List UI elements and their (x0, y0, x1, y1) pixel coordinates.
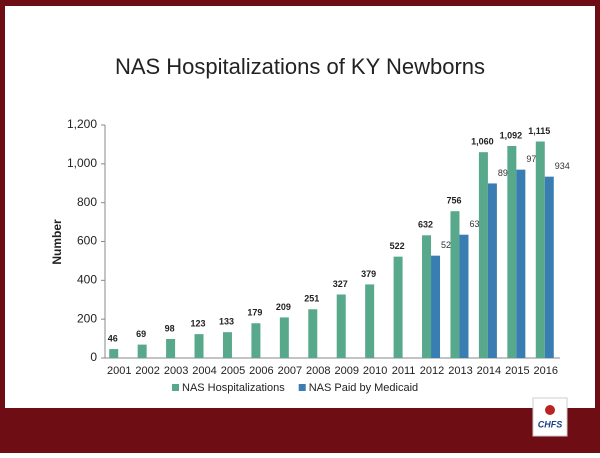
bar (450, 211, 460, 358)
data-label: 756 (446, 196, 461, 206)
data-label: 899 (498, 168, 513, 178)
x-tick-label: 2008 (306, 365, 330, 377)
data-label: 522 (390, 241, 405, 251)
x-tick-label: 2007 (278, 365, 302, 377)
y-tick-label: 400 (77, 273, 97, 287)
y-tick-label: 1,200 (67, 117, 97, 131)
x-tick-label: 2015 (505, 365, 529, 377)
bar (535, 141, 545, 358)
bar (487, 183, 497, 358)
bar (459, 234, 469, 358)
bar (109, 349, 119, 358)
x-tick-label: 2009 (334, 365, 358, 377)
x-tick-label: 2005 (221, 365, 245, 377)
legend-label: NAS Hospitalizations (182, 382, 285, 394)
x-tick-label: 2013 (448, 365, 472, 377)
bar (544, 176, 554, 358)
bar (516, 169, 526, 358)
bar (222, 332, 232, 358)
bar (507, 145, 517, 358)
bar (478, 152, 488, 358)
legend-swatch (298, 384, 306, 391)
data-label: 1,115 (528, 126, 550, 136)
y-tick-label: 600 (77, 234, 97, 248)
bar (393, 256, 403, 358)
chart-title: NAS Hospitalizations of KY Newborns (115, 54, 485, 79)
data-label: 133 (219, 317, 234, 327)
x-tick-label: 2004 (192, 365, 216, 377)
bar (251, 323, 261, 358)
legend-label: NAS Paid by Medicaid (309, 382, 418, 394)
x-tick-label: 2003 (164, 365, 188, 377)
y-tick-label: 800 (77, 195, 97, 209)
x-tick-label: 2011 (392, 365, 416, 377)
x-tick-label: 2016 (534, 365, 558, 377)
data-label: 1,092 (500, 130, 523, 140)
x-tick-label: 2002 (135, 365, 159, 377)
bar (194, 334, 204, 358)
bar (308, 309, 318, 358)
data-label: 209 (276, 302, 291, 312)
x-tick-label: 2001 (107, 365, 131, 377)
data-label: 1,060 (471, 137, 494, 147)
bar (137, 344, 147, 358)
y-tick-label: 200 (77, 311, 97, 325)
data-label: 179 (247, 308, 262, 318)
data-label: 632 (418, 220, 433, 230)
data-label: 970 (526, 154, 541, 164)
x-tick-label: 2012 (420, 365, 444, 377)
legend-swatch (172, 384, 179, 391)
data-label: 46 (108, 333, 118, 343)
logo-text: CHFS (538, 419, 563, 429)
x-tick-label: 2010 (363, 365, 387, 377)
logo-icon (545, 405, 555, 415)
data-label: 69 (136, 329, 146, 339)
bar (336, 294, 346, 358)
y-tick-label: 1,000 (67, 156, 97, 170)
bar (279, 317, 289, 358)
data-label: 934 (555, 161, 570, 171)
logo-box (532, 397, 568, 437)
bar (365, 284, 375, 358)
data-label: 123 (191, 318, 206, 328)
x-tick-label: 2014 (477, 365, 501, 377)
y-tick-label: 0 (90, 350, 97, 364)
data-label: 635 (469, 219, 484, 229)
bar (166, 338, 176, 358)
data-label: 379 (361, 269, 376, 279)
data-label: 98 (165, 323, 175, 333)
bar (422, 235, 432, 358)
data-label: 327 (333, 279, 348, 289)
y-axis-label: Number (50, 219, 64, 265)
x-tick-label: 2006 (249, 365, 273, 377)
bar (431, 255, 441, 358)
data-label: 527 (441, 240, 456, 250)
data-label: 251 (304, 294, 319, 304)
